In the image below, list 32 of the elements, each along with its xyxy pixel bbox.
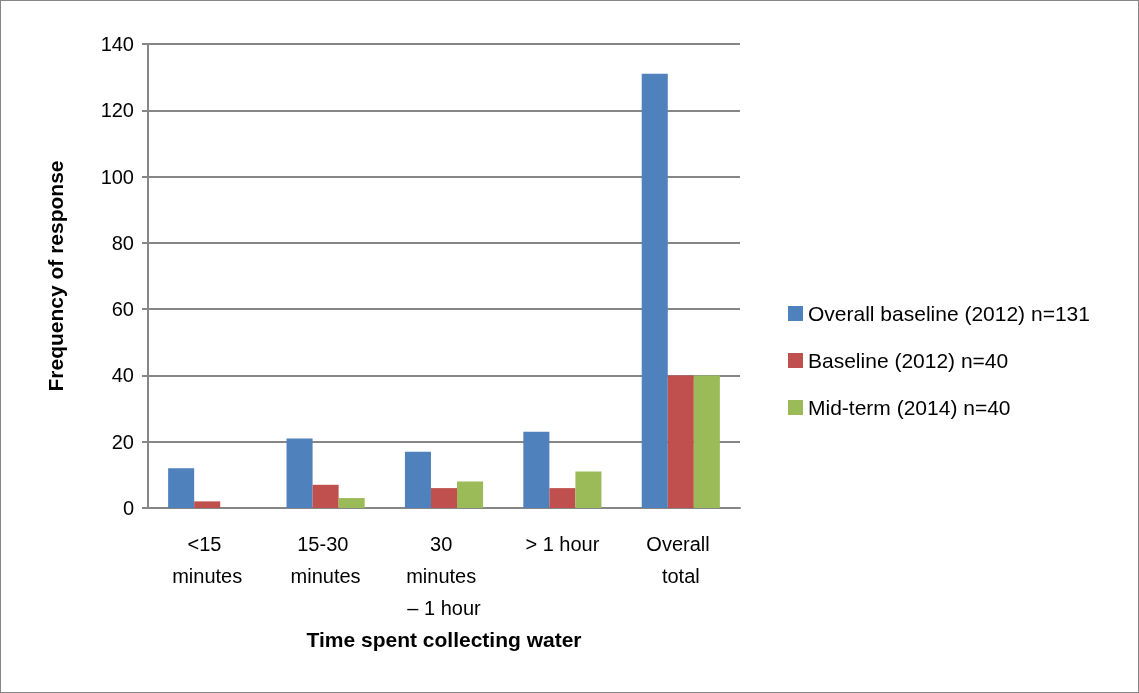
legend-label: Baseline (2012) n=40 bbox=[808, 349, 1009, 372]
y-tick-label: 100 bbox=[100, 165, 134, 188]
bar bbox=[338, 498, 365, 508]
x-tick-label: <15 minutes bbox=[172, 533, 243, 587]
y-tick-label: 60 bbox=[111, 298, 134, 321]
y-tick-label: 80 bbox=[111, 231, 134, 254]
bar bbox=[667, 375, 694, 508]
bar bbox=[404, 451, 431, 508]
x-tick-label: Overall total bbox=[646, 533, 716, 587]
bar bbox=[549, 488, 576, 508]
x-tick-label: > 1 hour bbox=[525, 533, 600, 555]
bar bbox=[575, 471, 602, 508]
x-tick-label: 15-30 minutes bbox=[290, 533, 361, 587]
y-tick-label: 20 bbox=[111, 430, 134, 453]
bar bbox=[194, 501, 221, 508]
bar bbox=[641, 73, 668, 508]
bar bbox=[286, 438, 313, 508]
x-axis-title: Time spent collecting water bbox=[306, 627, 582, 651]
y-tick-label: 120 bbox=[100, 99, 134, 122]
y-tick-label: 0 bbox=[122, 497, 134, 519]
legend-label: Mid-term (2014) n=40 bbox=[808, 396, 1011, 419]
bar bbox=[693, 375, 720, 508]
y-tick-label: 40 bbox=[111, 364, 134, 387]
bar bbox=[523, 431, 550, 508]
bar bbox=[430, 488, 458, 508]
x-tick-label: 30 minutes – 1 hour bbox=[406, 533, 482, 619]
bar bbox=[312, 484, 339, 508]
y-axis-title: Frequency of response bbox=[44, 160, 67, 392]
legend-label: Overall baseline (2012) n=131 bbox=[808, 302, 1090, 325]
bar bbox=[168, 468, 195, 508]
bar bbox=[457, 481, 484, 508]
y-tick-label: 140 bbox=[100, 33, 134, 55]
